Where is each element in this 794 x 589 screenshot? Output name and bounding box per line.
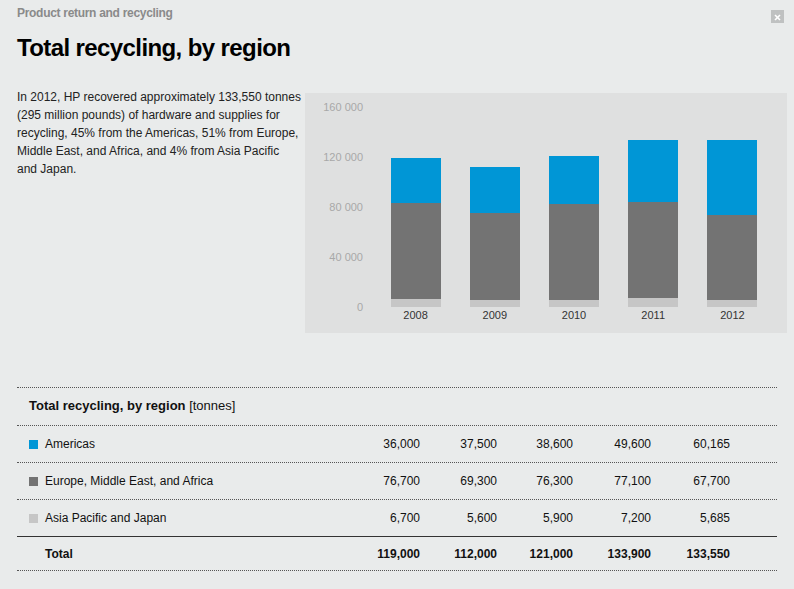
- html-text:Europe, Middle East, and Afric: Europe, Middle East, and Africa: [45, 474, 214, 488]
- html-text:5,600: 5,600: [467, 511, 497, 525]
- html-text:In 2012, HP recovered approxim: In 2012, HP recovered approximately 133,…: [17, 90, 301, 176]
- svg-text:160 000: 160 000: [323, 101, 363, 113]
- html-text:133,550: 133,550: [686, 547, 730, 561]
- html-text:119,000: 119,000: [377, 547, 420, 561]
- svg-text:2010: 2010: [562, 309, 586, 321]
- svg-text:80 000: 80 000: [329, 201, 363, 213]
- html-text:76,700: 76,700: [383, 474, 420, 488]
- html-text:76,300: 76,300: [536, 474, 573, 488]
- svg-text:2009: 2009: [483, 309, 507, 321]
- html-text:Product return and recycling: Product return and recycling: [17, 6, 173, 20]
- svg-text:2011: 2011: [641, 309, 665, 321]
- svg-text:0: 0: [357, 301, 363, 313]
- html-text:60,165: 60,165: [693, 437, 730, 451]
- html-text:Total recycling, by region: Total recycling, by region: [17, 34, 291, 61]
- html-text:121,000: 121,000: [529, 547, 573, 561]
- html-text:77,100: 77,100: [614, 474, 651, 488]
- svg-text:40 000: 40 000: [329, 251, 363, 263]
- svg-text:2008: 2008: [403, 309, 427, 321]
- html-text:112,000: 112,000: [454, 547, 497, 561]
- html-text:38,600: 38,600: [536, 437, 573, 451]
- html-text:49,600: 49,600: [614, 437, 651, 451]
- html-text:6,700: 6,700: [390, 511, 420, 525]
- html-text:Asia Pacific and Japan: Asia Pacific and Japan: [45, 511, 167, 525]
- html-text:5,900: 5,900: [543, 511, 573, 525]
- html-text:67,700: 67,700: [693, 474, 730, 488]
- html-text:5,685: 5,685: [700, 511, 730, 525]
- html-text:Total recycling, by region [to: Total recycling, by region [tonnes]: [29, 398, 236, 413]
- html-text:37,500: 37,500: [460, 437, 497, 451]
- svg-text:2012: 2012: [720, 309, 744, 321]
- svg-text:120 000: 120 000: [323, 151, 363, 163]
- html-text:Total: Total: [45, 547, 73, 561]
- html-text:Americas: Americas: [45, 437, 95, 451]
- html-text:36,000: 36,000: [383, 437, 420, 451]
- html-text:133,900: 133,900: [607, 547, 651, 561]
- html-text:69,300: 69,300: [460, 474, 497, 488]
- html-text:7,200: 7,200: [621, 511, 651, 525]
